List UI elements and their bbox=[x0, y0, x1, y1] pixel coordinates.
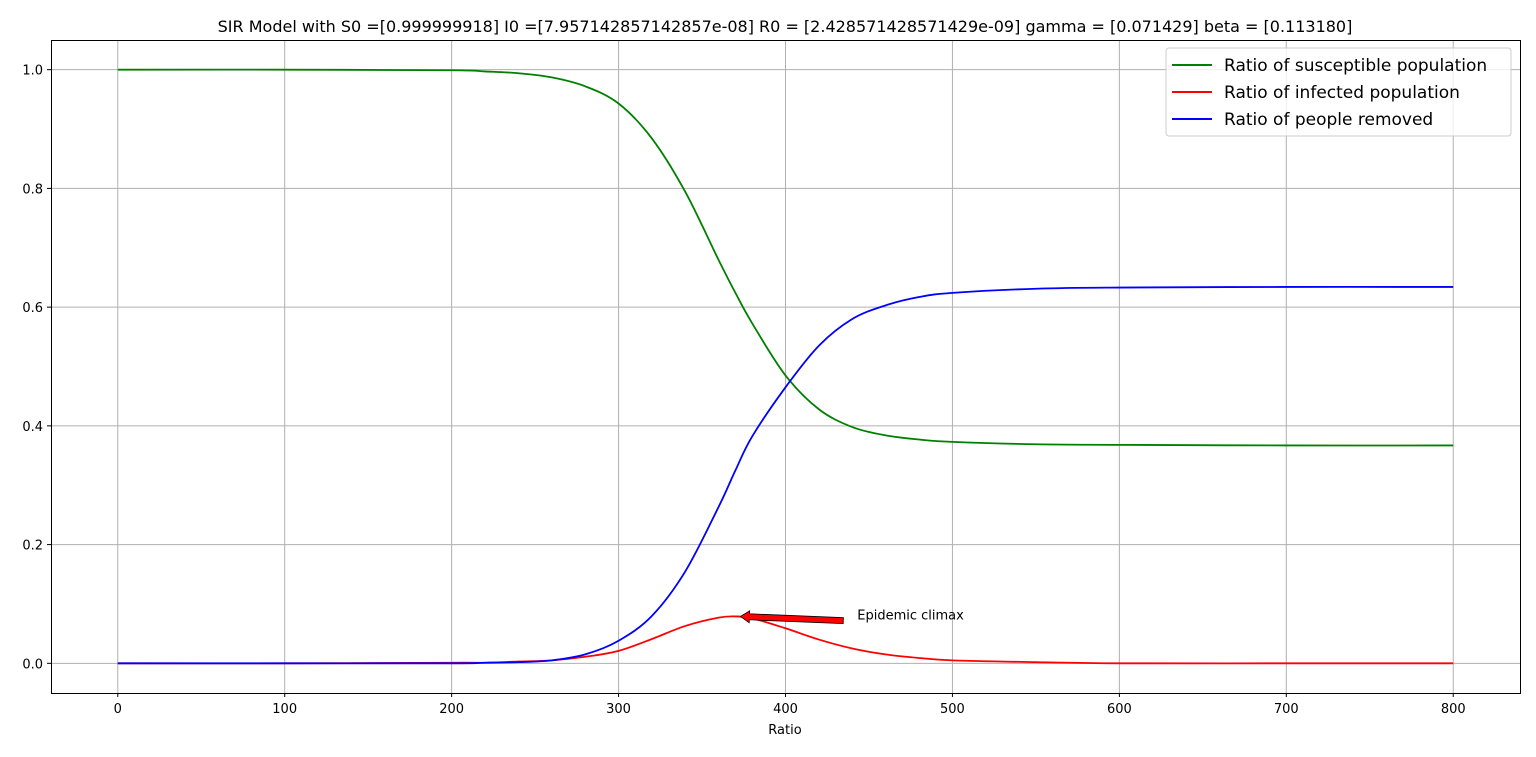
legend-label: Ratio of susceptible population bbox=[1224, 56, 1487, 76]
x-tick-label: 200 bbox=[439, 702, 464, 717]
legend-label: Ratio of people removed bbox=[1224, 110, 1433, 130]
x-tick-label: 800 bbox=[1441, 702, 1466, 717]
x-tick-label: 100 bbox=[272, 702, 297, 717]
x-tick-label: 0 bbox=[114, 702, 122, 717]
climax-arrow-shape bbox=[739, 610, 844, 625]
y-tick-label: 1.0 bbox=[22, 64, 43, 79]
x-axis-label: Ratio bbox=[768, 723, 801, 738]
y-tick-label: 0.2 bbox=[22, 539, 43, 554]
y-tick-label: 0.8 bbox=[22, 182, 43, 197]
climax-arrow bbox=[739, 610, 844, 625]
legend-label: Ratio of infected population bbox=[1224, 83, 1460, 103]
x-tick-label: 300 bbox=[606, 702, 631, 717]
x-tick-label: 400 bbox=[773, 702, 798, 717]
legend: Ratio of susceptible population Ratio of … bbox=[1165, 47, 1512, 137]
x-tick-label: 600 bbox=[1107, 702, 1132, 717]
axis-ticks: 0 100 200 300 400 500 600 700 800 0.0 0.2 0.4 0.6 0.8… bbox=[22, 64, 1465, 717]
y-tick-label: 0.0 bbox=[22, 657, 43, 672]
x-tick-label: 500 bbox=[940, 702, 965, 717]
annotation-text: Epidemic climax bbox=[857, 609, 964, 624]
series-lines bbox=[117, 68, 1454, 665]
series-line-1 bbox=[117, 68, 1454, 447]
x-tick-label: 700 bbox=[1274, 702, 1299, 717]
annotation-layer: Epidemic climax bbox=[739, 609, 964, 625]
chart-title: SIR Model with S0 =[0.999999918] I0 =[7.… bbox=[218, 17, 1353, 36]
y-tick-label: 0.4 bbox=[22, 420, 43, 435]
y-tick-label: 0.6 bbox=[22, 301, 43, 316]
legend-box bbox=[1165, 47, 1512, 137]
series-line-3 bbox=[117, 286, 1454, 665]
